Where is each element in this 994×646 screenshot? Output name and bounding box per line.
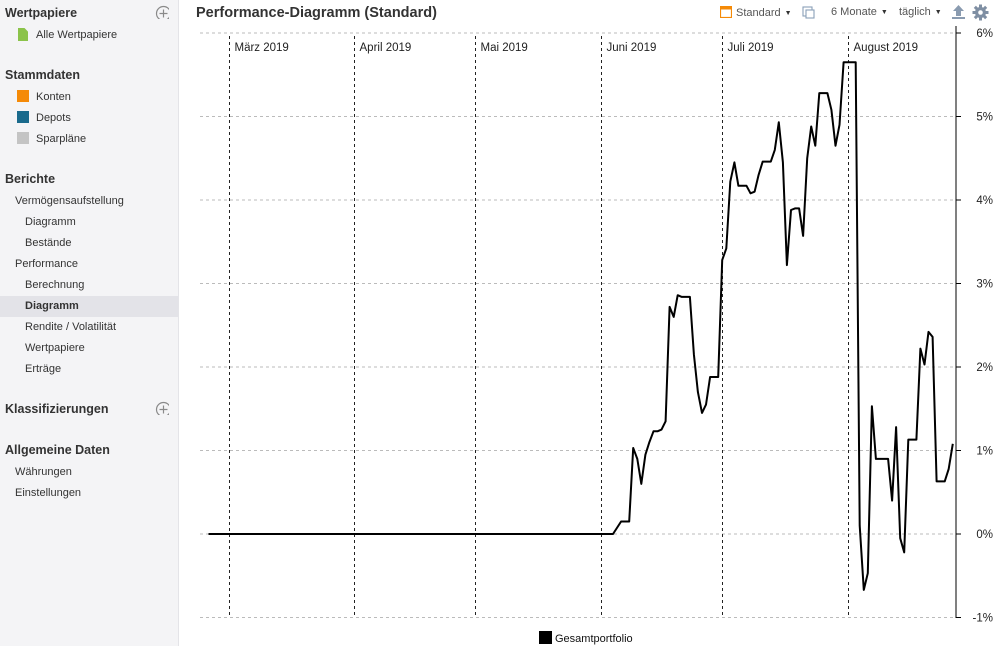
sidebar-item-label: Berechnung [25,279,85,291]
y-tick-label: 5% [976,112,993,124]
portfolio-icon [17,111,29,123]
sidebar-item[interactable]: Rendite / Volatilität [0,317,178,338]
savings-plan-icon [17,132,29,144]
section-header: Klassifizierungen [5,402,109,416]
sidebar-item[interactable]: Einstellungen [0,483,178,504]
copy-icon [802,6,815,19]
account-icon [17,90,29,102]
sidebar-item-label: Performance [15,258,78,270]
view-select-label: Standard [736,7,781,19]
sidebar-item[interactable]: Erträge [0,359,178,380]
sidebar-item[interactable]: Performance [0,254,178,275]
legend-swatch [539,631,552,644]
sidebar-item-label: Vermögensaufstellung [15,195,124,207]
view-config-icon [719,5,733,19]
section-header: Berichte [5,172,56,186]
period-select-label: 6 Monate [831,6,877,18]
view-select[interactable]: Standard ▼ [719,5,792,19]
period-select[interactable]: 6 Monate ▼ [831,6,888,18]
interval-select[interactable]: täglich ▼ [899,6,942,18]
sidebar-item[interactable]: Währungen [0,462,178,483]
export-button[interactable] [951,4,966,23]
sidebar-item-label: Konten [36,91,71,103]
copy-view-button[interactable] [802,6,815,20]
add-icon[interactable] [155,5,169,19]
series-line-0 [208,61,954,591]
settings-button[interactable] [972,4,989,24]
sidebar-item[interactable]: Vermögensaufstellung [0,191,178,212]
interval-select-label: täglich [899,6,931,18]
sidebar-item-label: Währungen [15,466,72,478]
sidebar: Wertpapiere Alle Wertpapiere Stammdaten Kon… [0,0,179,646]
export-icon [952,5,965,19]
document-icon [18,28,28,41]
x-tick-label: August 2019 [854,42,919,54]
sidebar-item[interactable]: Sparpläne [0,129,178,150]
legend: Gesamtportfolio [539,631,633,645]
sidebar-item-label: Sparpläne [36,133,87,145]
section-header: Wertpapiere [5,6,78,20]
legend-label: Gesamtportfolio [555,633,633,645]
sidebar-item[interactable]: Wertpapiere [0,338,178,359]
sidebar-item-label: Einstellungen [15,487,82,499]
sidebar-item-label: Depots [36,112,71,124]
sidebar-item[interactable]: Konten [0,87,178,108]
add-icon[interactable] [155,401,169,415]
sidebar-item-label: Erträge [25,363,62,375]
y-tick-label: 0% [976,529,993,541]
sidebar-item[interactable]: Berechnung [0,275,178,296]
sidebar-item[interactable]: Diagramm [0,296,178,317]
y-tick-label: 6% [976,28,993,40]
sidebar-item-label: Alle Wertpapiere [36,29,118,41]
page-title: Performance-Diagramm (Standard) [196,5,437,21]
x-tick-label: Juni 2019 [607,42,657,54]
x-tick-label: Mai 2019 [481,42,528,54]
sidebar-item-label: Diagramm [25,300,79,312]
sidebar-item-label: Diagramm [25,216,76,228]
settings-gear-icon [972,4,989,21]
x-tick-label: April 2019 [360,42,412,54]
y-tick-label: 1% [976,446,993,458]
sidebar-item[interactable]: Bestände [0,233,178,254]
sidebar-item-label: Wertpapiere [25,342,85,354]
sidebar-item[interactable]: Alle Wertpapiere [0,25,178,46]
x-tick-label: März 2019 [235,42,289,54]
x-tick-label: Juli 2019 [728,42,774,54]
sidebar-item-label: Bestände [25,237,72,249]
section-header: Stammdaten [5,68,81,82]
sidebar-item[interactable]: Diagramm [0,212,178,233]
y-tick-label: -1% [973,613,993,625]
y-tick-label: 3% [976,279,993,291]
y-tick-label: 4% [976,195,993,207]
section-header: Allgemeine Daten [5,443,110,457]
sidebar-item-label: Rendite / Volatilität [25,321,117,333]
y-tick-label: 2% [976,362,993,374]
sidebar-item[interactable]: Depots [0,108,178,129]
